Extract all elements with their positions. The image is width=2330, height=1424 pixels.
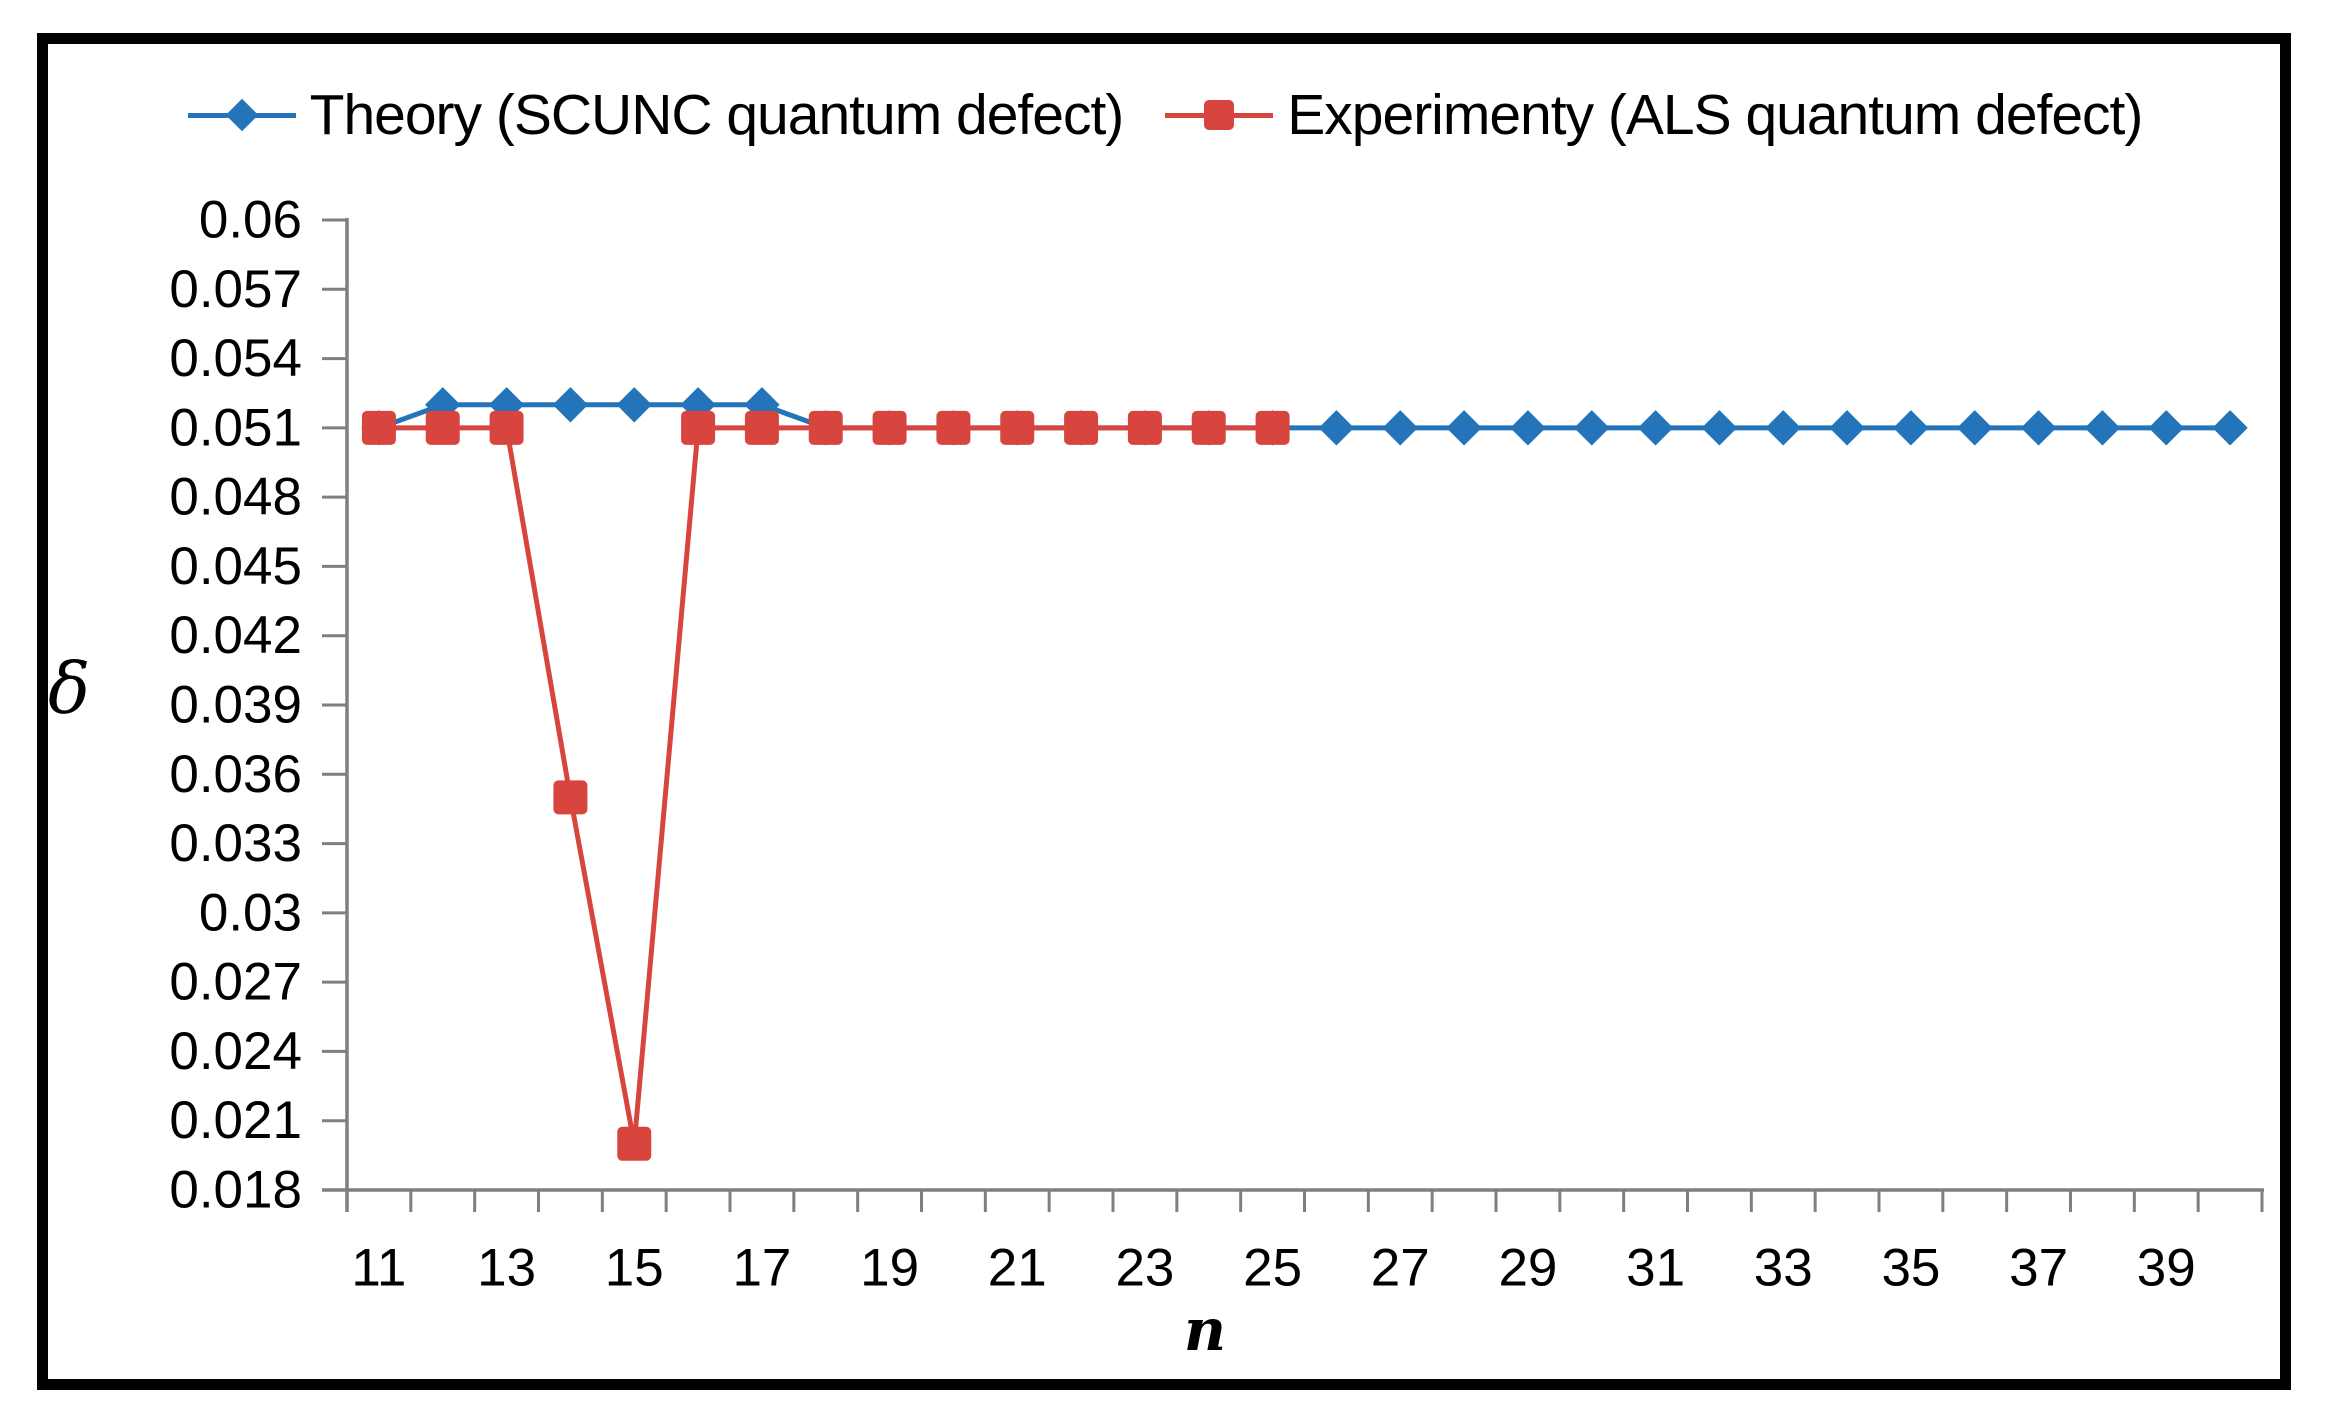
y-tick-label: 0.033 [169, 814, 302, 873]
diamond-data-marker [1893, 410, 1929, 446]
square-data-marker [808, 410, 843, 445]
x-tick-label: 25 [1243, 1239, 1302, 1298]
x-tick-label: 39 [2137, 1239, 2196, 1298]
x-tick-label: 27 [1371, 1239, 1430, 1298]
diamond-data-marker [2212, 410, 2248, 446]
series-line-diamond [378, 402, 2231, 431]
diamond-data-marker [2148, 410, 2184, 446]
legend-label-experiment: Experimenty (ALS quantum defect) [1287, 83, 2143, 147]
y-tick-label: 0.042 [169, 606, 302, 665]
y-tick-label: 0.018 [169, 1161, 302, 1220]
y-tick-label: 0.06 [199, 191, 302, 250]
diamond-data-marker [1829, 410, 1865, 446]
diamond-data-marker [616, 387, 652, 423]
square-data-marker [872, 410, 907, 445]
square-data-marker [1127, 410, 1162, 445]
x-tick-label: 19 [860, 1239, 919, 1298]
x-tick-label: 15 [605, 1239, 664, 1298]
x-tick-label: 35 [1881, 1239, 1940, 1298]
legend-item-theory: Theory (SCUNC quantum defect) [187, 82, 1125, 148]
x-tick-label: 21 [988, 1239, 1047, 1298]
x-tick-label: 11 [351, 1239, 406, 1298]
diamond-data-marker [1574, 410, 1610, 446]
diamond-data-marker [1318, 410, 1355, 446]
legend-item-experiment: Experimenty (ALS quantum defect) [1165, 82, 2143, 148]
y-tick-label: 0.03 [199, 883, 302, 942]
x-tick-label: 29 [1498, 1239, 1557, 1298]
x-tick-label: 17 [732, 1239, 791, 1298]
diamond-data-marker [552, 387, 589, 423]
y-tick-label: 0.039 [169, 676, 302, 735]
diamond-data-marker [1446, 410, 1482, 446]
square-data-marker [617, 1126, 652, 1161]
x-tick-label: 31 [1626, 1239, 1685, 1298]
square-data-marker [936, 410, 971, 445]
x-tick-label: 13 [477, 1239, 536, 1298]
square-data-marker [553, 780, 588, 815]
y-tick-label: 0.057 [169, 260, 302, 319]
x-tick-label: 33 [1754, 1239, 1813, 1298]
y-tick-label: 0.051 [169, 398, 302, 457]
diamond-data-marker [1382, 410, 1418, 446]
square-data-marker [1255, 410, 1290, 445]
chart-border-frame [37, 33, 2291, 1390]
square-data-marker [744, 410, 779, 445]
square-data-marker [489, 410, 524, 445]
diamond-data-marker [1510, 410, 1546, 446]
x-tick-label: 23 [1115, 1239, 1174, 1298]
y-tick-label: 0.054 [169, 329, 302, 388]
diamond-data-marker [2084, 410, 2121, 446]
square-data-marker [1064, 410, 1099, 445]
diamond-data-marker [2020, 410, 2057, 446]
square-data-marker [361, 410, 396, 445]
diamond-data-marker [1765, 410, 1801, 446]
y-tick-label: 0.021 [169, 1091, 302, 1150]
x-tick-label: 37 [2009, 1239, 2068, 1298]
legend-label-theory: Theory (SCUNC quantum defect) [309, 83, 1125, 147]
experiment-line-sample [1165, 100, 1274, 130]
y-tick-label: 0.045 [169, 537, 302, 596]
chart-legend: Theory (SCUNC quantum defect) Experiment… [0, 78, 2330, 152]
y-tick-label: 0.024 [169, 1022, 302, 1081]
series-line-square [378, 425, 1273, 1145]
square-data-marker [425, 410, 460, 445]
square-data-marker [681, 410, 716, 445]
square-marker-icon [1204, 100, 1235, 130]
y-axis-title-delta: δ [48, 648, 91, 730]
square-data-marker [1191, 410, 1226, 445]
y-tick-label: 0.027 [169, 953, 302, 1012]
diamond-data-marker [1637, 410, 1674, 446]
y-tick-label: 0.036 [169, 745, 302, 804]
square-data-marker [1000, 410, 1035, 445]
diamond-data-marker [1957, 410, 1993, 446]
theory-line-sample [187, 98, 296, 132]
diamond-data-marker [1701, 410, 1738, 446]
y-tick-label: 0.048 [169, 468, 302, 527]
x-axis-title-n: n [1183, 1296, 1227, 1364]
